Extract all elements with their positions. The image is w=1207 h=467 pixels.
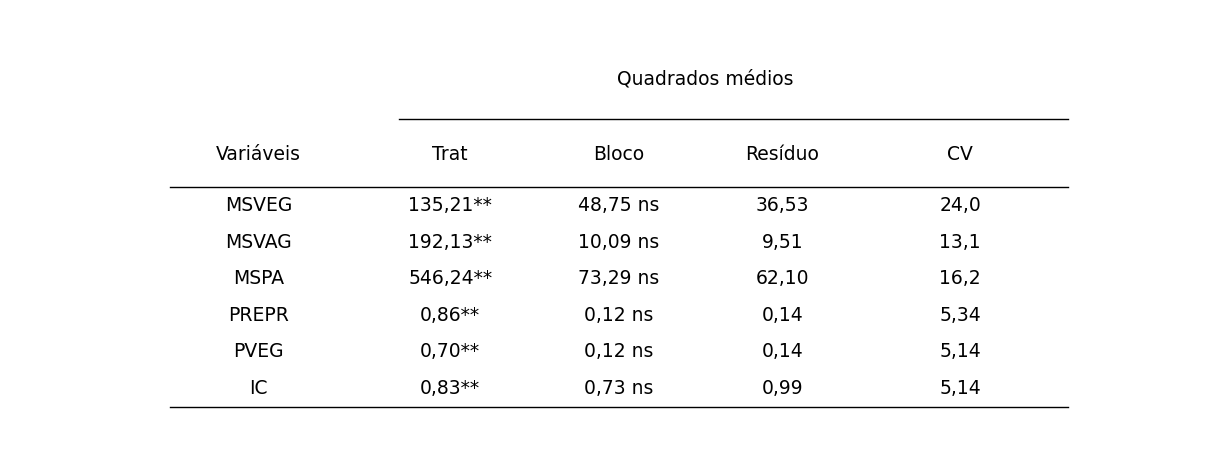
- Text: 0,14: 0,14: [762, 342, 803, 361]
- Text: 48,75 ns: 48,75 ns: [578, 196, 659, 215]
- Text: 36,53: 36,53: [756, 196, 809, 215]
- Text: MSVAG: MSVAG: [225, 233, 292, 252]
- Text: 0,12 ns: 0,12 ns: [584, 306, 653, 325]
- Text: 5,14: 5,14: [939, 342, 981, 361]
- Text: 192,13**: 192,13**: [408, 233, 492, 252]
- Text: Variáveis: Variáveis: [216, 145, 301, 164]
- Text: PVEG: PVEG: [233, 342, 284, 361]
- Text: 5,14: 5,14: [939, 379, 981, 398]
- Text: 16,2: 16,2: [939, 269, 981, 288]
- Text: 73,29 ns: 73,29 ns: [578, 269, 659, 288]
- Text: 546,24**: 546,24**: [408, 269, 492, 288]
- Text: 135,21**: 135,21**: [408, 196, 492, 215]
- Text: 0,99: 0,99: [762, 379, 803, 398]
- Text: 0,83**: 0,83**: [420, 379, 480, 398]
- Text: 10,09 ns: 10,09 ns: [578, 233, 659, 252]
- Text: 9,51: 9,51: [762, 233, 803, 252]
- Text: CV: CV: [947, 145, 973, 164]
- Text: 62,10: 62,10: [756, 269, 809, 288]
- Text: 0,70**: 0,70**: [420, 342, 480, 361]
- Text: 0,86**: 0,86**: [420, 306, 480, 325]
- Text: 24,0: 24,0: [939, 196, 981, 215]
- Text: 0,12 ns: 0,12 ns: [584, 342, 653, 361]
- Text: MSVEG: MSVEG: [225, 196, 292, 215]
- Text: Trat: Trat: [432, 145, 468, 164]
- Text: Quadrados médios: Quadrados médios: [617, 70, 793, 89]
- Text: Resíduo: Resíduo: [746, 145, 820, 164]
- Text: 13,1: 13,1: [939, 233, 981, 252]
- Text: 5,34: 5,34: [939, 306, 981, 325]
- Text: IC: IC: [249, 379, 268, 398]
- Text: MSPA: MSPA: [233, 269, 284, 288]
- Text: 0,14: 0,14: [762, 306, 803, 325]
- Text: 0,73 ns: 0,73 ns: [584, 379, 653, 398]
- Text: Bloco: Bloco: [593, 145, 645, 164]
- Text: PREPR: PREPR: [228, 306, 288, 325]
